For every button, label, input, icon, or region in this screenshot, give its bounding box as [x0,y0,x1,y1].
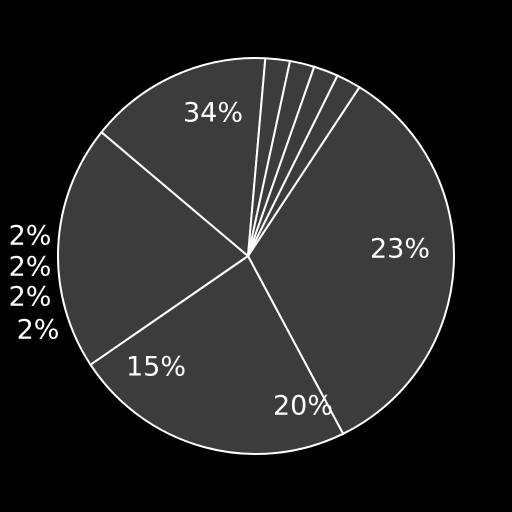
pie-slice [247,86,455,435]
pie-slice [100,57,267,257]
labels-group: 34%23%20%15%2%2%2%2% [9,98,430,422]
pie-slice [89,255,345,455]
slice-value-label: 34% [183,98,243,129]
pie-slice [57,131,249,366]
slice-value-label: 23% [370,234,430,265]
slice-value-label: 20% [273,391,333,422]
slice-value-label: 2% [9,221,52,252]
slice-value-label: 2% [9,252,52,283]
pie-slice [247,74,361,257]
slices-group [57,57,455,455]
slice-value-label: 15% [126,352,186,383]
slice-value-label: 2% [9,282,52,313]
slice-value-label: 2% [17,315,60,346]
